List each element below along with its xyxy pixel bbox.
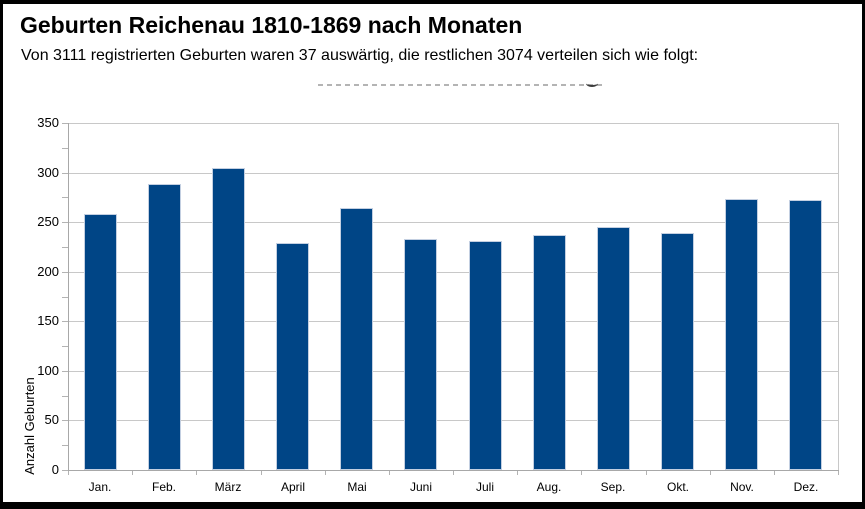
y-tick-label-100: 100 xyxy=(37,363,59,378)
y-axis-line xyxy=(68,123,69,475)
x-tick-4 xyxy=(325,471,326,475)
gridline-350 xyxy=(69,123,839,124)
bar-april xyxy=(276,243,309,470)
x-label-juli: Juli xyxy=(475,480,494,494)
y-tick-75 xyxy=(62,396,68,397)
x-tick-8 xyxy=(581,471,582,475)
x-axis-line xyxy=(63,470,839,471)
x-tick-12 xyxy=(838,471,839,475)
y-tick-50 xyxy=(62,420,68,421)
cropped-text-artifact xyxy=(318,84,606,86)
y-tick-125 xyxy=(62,346,68,347)
y-tick-100 xyxy=(62,371,68,372)
y-tick-300 xyxy=(62,173,68,174)
gridline-200 xyxy=(69,272,839,273)
subtitle-text: Von 3111 registrierten Geburten waren 37… xyxy=(21,47,699,64)
bar-dez xyxy=(789,200,822,470)
y-tick-275 xyxy=(62,197,68,198)
gridline-100 xyxy=(69,371,839,372)
x-tick-5 xyxy=(389,471,390,475)
y-tick-350 xyxy=(62,123,68,124)
bar-nov xyxy=(725,199,758,470)
bar-sep xyxy=(597,227,630,470)
x-tick-7 xyxy=(517,471,518,475)
x-tick-6 xyxy=(453,471,454,475)
x-label-nov: Nov. xyxy=(730,480,754,494)
x-tick-2 xyxy=(196,471,197,475)
bar-juli xyxy=(469,241,502,470)
y-tick-0 xyxy=(62,470,68,471)
y-tick-250 xyxy=(62,222,68,223)
x-tick-3 xyxy=(261,471,262,475)
x-label-april: April xyxy=(280,480,305,494)
x-label-mai: Mai xyxy=(347,480,367,494)
y-tick-225 xyxy=(62,247,68,248)
y-tick-175 xyxy=(62,297,68,298)
y-tick-label-0: 0 xyxy=(51,462,59,477)
x-tick-9 xyxy=(646,471,647,475)
bar-mai xyxy=(340,208,373,470)
bar-aug xyxy=(533,235,566,470)
y-tick-150 xyxy=(62,321,68,322)
gridline-50 xyxy=(69,420,839,421)
cropped-glyph-artifact xyxy=(586,80,598,87)
x-label-sep: Sep. xyxy=(600,480,626,494)
bar-chart: 0 50 100 150 200 250 300 350 Jan. Feb. März April M… xyxy=(3,4,862,502)
bar-jan xyxy=(84,214,117,470)
x-tick-10 xyxy=(710,471,711,475)
y-tick-label-150: 150 xyxy=(37,313,59,328)
y-tick-200 xyxy=(62,272,68,273)
y-tick-label-200: 200 xyxy=(37,264,59,279)
bar-feb xyxy=(148,184,181,470)
x-label-jan: Jan. xyxy=(88,480,112,494)
y-tick-label-350: 350 xyxy=(37,115,59,130)
x-label-aug: Aug. xyxy=(536,480,562,494)
y-tick-label-50: 50 xyxy=(44,412,59,427)
gridline-150 xyxy=(69,321,839,322)
plot-area-right-border xyxy=(838,123,839,471)
y-tick-label-250: 250 xyxy=(37,214,59,229)
page-title: Geburten Reichenau 1810-1869 nach Monate… xyxy=(20,12,523,38)
x-label-dez: Dez. xyxy=(793,480,819,494)
bar-juni xyxy=(404,239,437,470)
x-tick-0 xyxy=(68,471,69,475)
y-tick-325 xyxy=(62,148,68,149)
x-tick-11 xyxy=(774,471,775,475)
gridline-300 xyxy=(69,173,839,174)
page-canvas: Geburten Reichenau 1810-1869 nach Monate… xyxy=(3,4,862,502)
x-label-feb: Feb. xyxy=(151,480,176,494)
x-label-maerz: März xyxy=(214,480,242,494)
x-label-okt: Okt. xyxy=(666,480,689,494)
x-label-juni: Juni xyxy=(409,480,432,494)
y-axis-title: Anzahl Geburten xyxy=(22,377,37,475)
bar-okt xyxy=(661,233,694,470)
x-tick-1 xyxy=(132,471,133,475)
y-tick-25 xyxy=(62,445,68,446)
bar-maerz xyxy=(212,168,245,470)
gridline-250 xyxy=(69,222,839,223)
y-tick-label-300: 300 xyxy=(37,165,59,180)
